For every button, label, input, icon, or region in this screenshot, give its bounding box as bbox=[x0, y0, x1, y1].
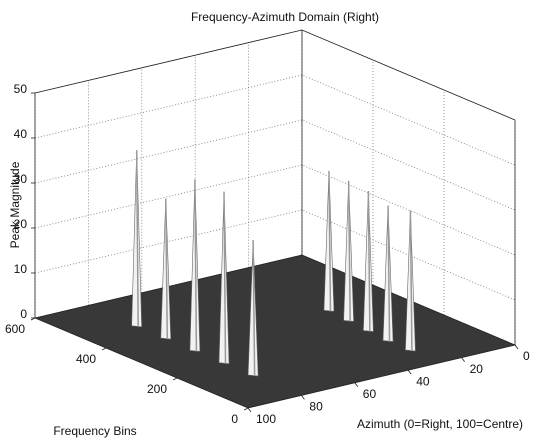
x-tick-label: 20 bbox=[470, 362, 484, 376]
y-tick-label: 400 bbox=[76, 352, 96, 366]
y-tick-label: 600 bbox=[5, 322, 25, 336]
peak-shade bbox=[135, 150, 139, 327]
peak-shade bbox=[347, 180, 351, 322]
x-tick-label: 100 bbox=[256, 412, 276, 426]
x-tick bbox=[301, 395, 305, 400]
y-tick bbox=[30, 317, 36, 321]
x-tick bbox=[407, 369, 412, 375]
z-tick-label: 30 bbox=[14, 172, 28, 186]
y-tick bbox=[101, 347, 107, 351]
x-tick bbox=[354, 382, 359, 388]
x-tick bbox=[461, 357, 465, 362]
z-tick-label: 20 bbox=[14, 217, 28, 231]
chart-title: Frequency-Azimuth Domain (Right) bbox=[191, 10, 379, 24]
z-tick-label: 0 bbox=[20, 307, 27, 321]
peak-shade bbox=[194, 179, 198, 352]
x-tick-label: 40 bbox=[416, 374, 430, 388]
y-tick-label: 0 bbox=[231, 412, 238, 426]
x-axis-title: Azimuth (0=Right, 100=Centre) bbox=[357, 417, 523, 431]
x-tick-label: 0 bbox=[523, 349, 530, 363]
x-tick bbox=[514, 344, 519, 350]
box-edge bbox=[34, 29, 516, 121]
peak-shade bbox=[165, 198, 169, 340]
y-axis-title: Frequency Bins bbox=[53, 424, 136, 438]
z-axis-title: Peak Magnitude bbox=[8, 161, 22, 248]
x-tick-label: 80 bbox=[309, 400, 323, 414]
peak-shade bbox=[252, 239, 256, 377]
peak-shade bbox=[387, 205, 391, 342]
x-tick bbox=[247, 407, 252, 413]
peak-shade bbox=[328, 170, 332, 312]
z-tick-label: 40 bbox=[14, 127, 28, 141]
peak-shade bbox=[367, 191, 371, 332]
z-tick-label: 50 bbox=[14, 82, 28, 96]
z-tick-label: 10 bbox=[14, 262, 28, 276]
y-tick bbox=[172, 377, 178, 381]
y-tick bbox=[243, 407, 249, 411]
peak-shade bbox=[223, 191, 227, 364]
peak-shade bbox=[409, 210, 413, 352]
y-tick-label: 200 bbox=[147, 382, 167, 396]
x-tick-label: 60 bbox=[363, 387, 377, 401]
